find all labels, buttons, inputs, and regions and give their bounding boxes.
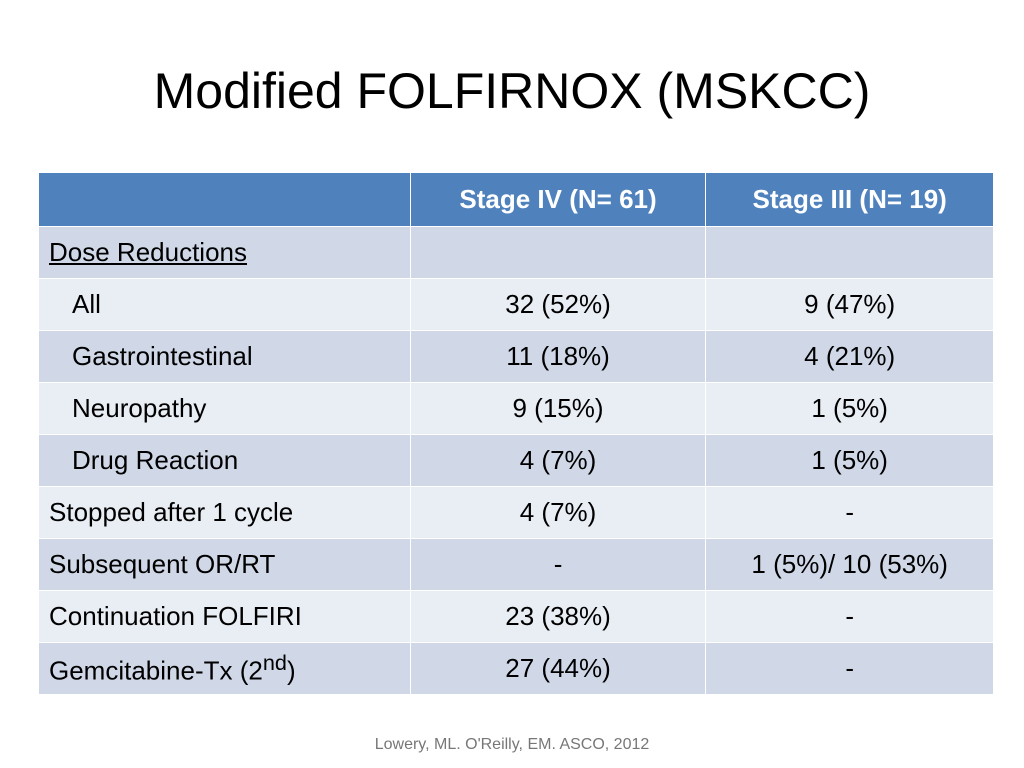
- header-cell: [38, 172, 411, 227]
- row: Stopped after 1 cycle 4 (7%) -: [38, 486, 994, 539]
- label-text: Gemcitabine-Tx (2: [49, 655, 263, 686]
- header-row: Stage IV (N= 61) Stage III (N= 19): [38, 172, 994, 227]
- cell: [705, 226, 994, 279]
- row-label: All: [38, 278, 411, 331]
- cell: 9 (47%): [705, 278, 994, 331]
- row: Gastrointestinal 11 (18%) 4 (21%): [38, 330, 994, 383]
- row-label: Dose Reductions: [38, 226, 411, 279]
- cell: -: [705, 642, 994, 695]
- cell: 4 (7%): [409, 486, 707, 539]
- cell: [409, 226, 707, 279]
- cell: 4 (21%): [705, 330, 994, 383]
- row: All 32 (52%) 9 (47%): [38, 278, 994, 331]
- cell: -: [705, 486, 994, 539]
- cell: 11 (18%): [409, 330, 707, 383]
- cell: 4 (7%): [409, 434, 707, 487]
- row-label: Continuation FOLFIRI: [38, 590, 411, 643]
- row: Gemcitabine-Tx (2nd) 27 (44%) -: [38, 642, 994, 695]
- cell: 9 (15%): [409, 382, 707, 435]
- cell: 1 (5%)/ 10 (53%): [705, 538, 994, 591]
- label-text: ): [286, 655, 296, 686]
- cell: 32 (52%): [409, 278, 707, 331]
- cell: 1 (5%): [705, 382, 994, 435]
- header-cell: Stage III (N= 19): [705, 172, 994, 227]
- row-label: Gastrointestinal: [38, 330, 411, 383]
- row: Dose Reductions: [38, 226, 994, 279]
- cell: 27 (44%): [409, 642, 707, 695]
- row-label: Drug Reaction: [38, 434, 411, 487]
- row: Subsequent OR/RT - 1 (5%)/ 10 (53%): [38, 538, 994, 591]
- header-cell: Stage IV (N= 61): [409, 172, 707, 227]
- label-sup: nd: [262, 650, 287, 676]
- cell: -: [705, 590, 994, 643]
- slide-title: Modified FOLFIRNOX (MSKCC): [153, 63, 871, 119]
- cell: -: [409, 538, 707, 591]
- row-label: Gemcitabine-Tx (2nd): [38, 642, 411, 695]
- row: Continuation FOLFIRI 23 (38%) -: [38, 590, 994, 643]
- row-label: Neuropathy: [38, 382, 411, 435]
- row: Neuropathy 9 (15%) 1 (5%): [38, 382, 994, 435]
- row-label: Stopped after 1 cycle: [38, 486, 411, 539]
- row-label: Subsequent OR/RT: [38, 538, 411, 591]
- cell: 23 (38%): [409, 590, 707, 643]
- data-table: Stage IV (N= 61) Stage III (N= 19) Dose …: [38, 172, 994, 695]
- citation: Lowery, ML. O'Reilly, EM. ASCO, 2012: [374, 736, 650, 753]
- row: Drug Reaction 4 (7%) 1 (5%): [38, 434, 994, 487]
- cell: 1 (5%): [705, 434, 994, 487]
- section-label: Dose Reductions: [49, 237, 247, 267]
